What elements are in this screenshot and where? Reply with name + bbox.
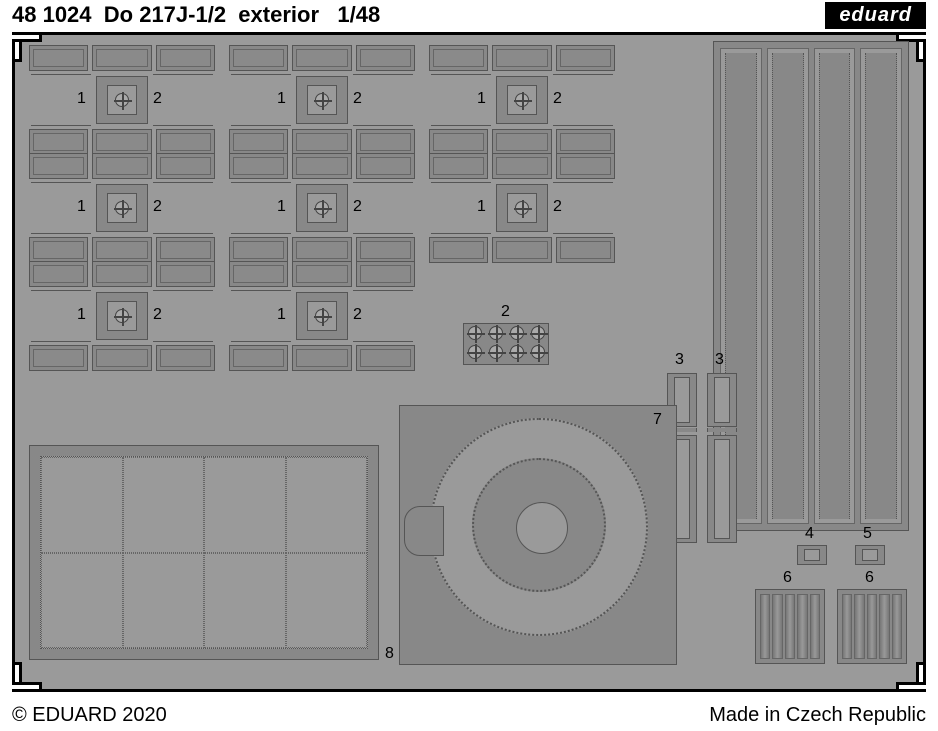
hatch-part-7 bbox=[399, 405, 677, 665]
wheel-icon bbox=[315, 201, 329, 215]
wheel-icon bbox=[315, 93, 329, 107]
part-label-2: 2 bbox=[153, 198, 162, 216]
part-label-2: 2 bbox=[353, 198, 362, 216]
wheel-icon bbox=[510, 345, 524, 359]
part-label-1: 1 bbox=[77, 90, 86, 108]
part-label-2: 2 bbox=[553, 90, 562, 108]
part-label-2: 2 bbox=[153, 90, 162, 108]
part-label: 3 bbox=[715, 351, 724, 369]
part-label-1: 1 bbox=[277, 198, 286, 216]
wheel-icon bbox=[468, 326, 482, 340]
part-number: 48 1024 Do 217J-1/2 exterior 1/48 bbox=[12, 2, 380, 28]
part-label-2: 2 bbox=[501, 303, 510, 321]
part-label-7: 7 bbox=[653, 411, 662, 429]
riveted-panel-part-8 bbox=[29, 445, 379, 660]
small-strip-part bbox=[797, 545, 827, 565]
origin: Made in Czech Republic bbox=[709, 704, 926, 727]
kit-name: Do 217J-1/2 bbox=[104, 2, 226, 27]
part-label: 4 bbox=[805, 525, 814, 543]
part-label: 5 bbox=[863, 525, 872, 543]
corrugated-part-6 bbox=[755, 589, 825, 664]
photoetch-fret: 1 2 1 2 1 2 1 2 bbox=[12, 32, 926, 692]
wheel-icon bbox=[510, 326, 524, 340]
pn: 48 1024 bbox=[12, 2, 92, 27]
louvre-part-1: 1 2 bbox=[429, 153, 615, 295]
small-strip-part bbox=[707, 373, 737, 427]
part-label-2: 2 bbox=[153, 306, 162, 324]
wheel-cluster-part-2 bbox=[463, 323, 549, 365]
part-label-1: 1 bbox=[277, 90, 286, 108]
wheel-icon bbox=[315, 309, 329, 323]
scale: 1/48 bbox=[337, 2, 380, 27]
part-label-1: 1 bbox=[477, 198, 486, 216]
small-strip-part bbox=[855, 545, 885, 565]
wheel-icon bbox=[468, 345, 482, 359]
part-label-8: 8 bbox=[385, 645, 394, 663]
part-label-1: 1 bbox=[477, 90, 486, 108]
part-label-1: 1 bbox=[77, 306, 86, 324]
part-label-2: 2 bbox=[553, 198, 562, 216]
kit-section: exterior bbox=[238, 2, 319, 27]
wheel-icon bbox=[531, 345, 545, 359]
corrugated-part-6 bbox=[837, 589, 907, 664]
louvre-part-1: 1 2 bbox=[229, 261, 415, 403]
part-label-2: 2 bbox=[353, 90, 362, 108]
wheel-icon bbox=[115, 309, 129, 323]
part-label-1: 1 bbox=[277, 306, 286, 324]
part-label-6: 6 bbox=[783, 569, 792, 587]
wheel-icon bbox=[115, 201, 129, 215]
wheel-icon bbox=[531, 326, 545, 340]
wheel-icon bbox=[515, 201, 529, 215]
wheel-icon bbox=[115, 93, 129, 107]
part-label-2: 2 bbox=[353, 306, 362, 324]
part-label-6: 6 bbox=[865, 569, 874, 587]
wheel-icon bbox=[489, 326, 503, 340]
small-strip-part bbox=[707, 435, 737, 543]
brand-logo: eduard bbox=[825, 2, 926, 29]
louvre-part-1: 1 2 bbox=[29, 261, 215, 403]
copyright: © EDUARD 2020 bbox=[12, 704, 167, 727]
footer: © EDUARD 2020 Made in Czech Republic bbox=[12, 704, 926, 727]
part-label-1: 1 bbox=[77, 198, 86, 216]
vertical-strip-group bbox=[713, 41, 909, 531]
wheel-icon bbox=[489, 345, 503, 359]
wheel-icon bbox=[515, 93, 529, 107]
part-label: 3 bbox=[675, 351, 684, 369]
header-bar: 48 1024 Do 217J-1/2 exterior 1/48 eduard bbox=[0, 0, 938, 30]
